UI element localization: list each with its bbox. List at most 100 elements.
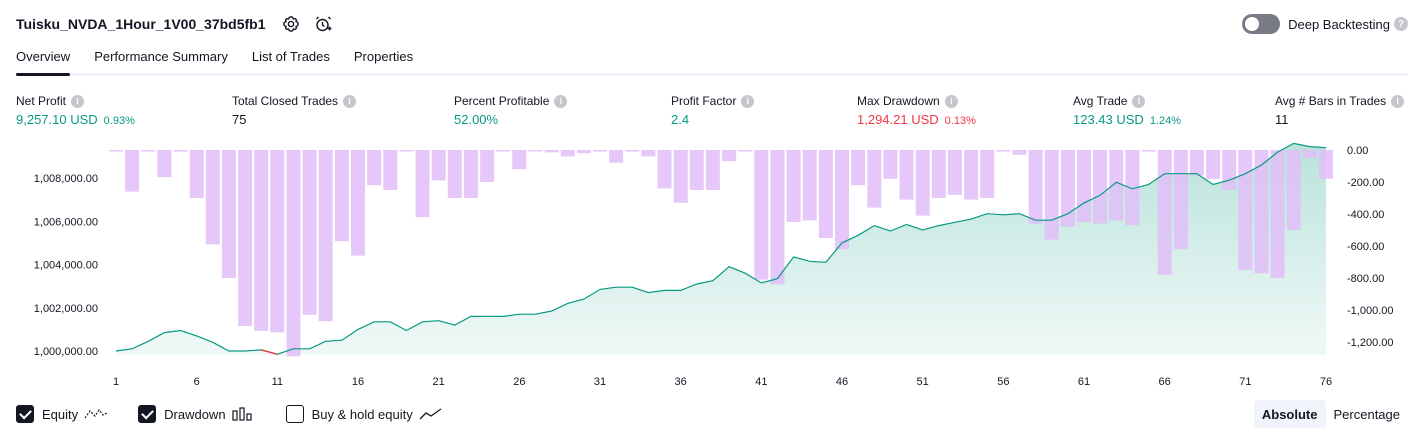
drawdown-bar xyxy=(254,150,268,331)
metric-net-profit: Net Profit i 9,257.10 USD 0.93% xyxy=(16,92,135,127)
metric-profit-factor: Profit Factor i 2.4 xyxy=(671,92,754,127)
drawdown-bar xyxy=(238,150,252,326)
equity-checkbox[interactable] xyxy=(16,405,34,423)
drawdown-bar xyxy=(996,150,1010,152)
drawdown-bar xyxy=(1174,150,1188,249)
drawdown-bar xyxy=(545,150,559,152)
equity-label: Equity xyxy=(42,407,78,422)
metric-avg-trade: Avg Trade i 123.43 USD 1.24% xyxy=(1073,92,1181,127)
drawdown-bar xyxy=(125,150,139,192)
drawdown-bar xyxy=(625,150,639,152)
deep-backtesting: Deep Backtesting ? xyxy=(1242,12,1408,36)
drawdown-bar xyxy=(383,150,397,190)
drawdown-bar xyxy=(690,150,704,190)
x-tick-label: 36 xyxy=(675,376,687,388)
y-right-tick-label: -800.00 xyxy=(1347,273,1384,285)
drawdown-bar xyxy=(399,150,413,152)
info-icon[interactable]: i xyxy=(71,95,84,108)
metric-percent: 1.24% xyxy=(1150,115,1181,127)
drawdown-bar xyxy=(609,150,623,163)
drawdown-bar xyxy=(593,150,607,152)
drawdown-bar xyxy=(448,150,462,198)
metric-value: 75 xyxy=(232,112,246,127)
strategy-header: Tuisku_NVDA_1Hour_1V00_37bd5fb1 xyxy=(16,12,334,36)
drawdown-bar xyxy=(432,150,446,180)
drawdown-bar xyxy=(109,150,123,152)
drawdown-bar xyxy=(1271,150,1285,278)
drawdown-bar xyxy=(851,150,865,185)
drawdown-bar xyxy=(658,150,672,188)
drawdown-bar xyxy=(416,150,430,217)
metric-label: Avg # Bars in Trades xyxy=(1275,94,1386,108)
metric-label: Max Drawdown xyxy=(857,94,940,108)
drawdown-bar xyxy=(1206,150,1220,179)
buy-hold-checkbox[interactable] xyxy=(286,405,304,423)
legend-equity[interactable]: Equity xyxy=(16,405,108,423)
drawdown-checkbox[interactable] xyxy=(138,405,156,423)
info-icon[interactable]: i xyxy=(554,95,567,108)
drawdown-bar xyxy=(771,150,785,284)
y-right-tick-label: -1,200.00 xyxy=(1347,337,1393,349)
metric-label: Avg Trade xyxy=(1073,94,1127,108)
x-tick-label: 76 xyxy=(1320,376,1332,388)
y-right-tick-label: -1,000.00 xyxy=(1347,305,1393,317)
metric-value: 1,294.21 USD xyxy=(857,112,939,127)
metric-value: 2.4 xyxy=(671,112,689,127)
tab-bar: Overview Performance Summary List of Tra… xyxy=(16,46,437,76)
drawdown-bar xyxy=(319,150,333,321)
help-icon[interactable]: ? xyxy=(1394,17,1408,31)
y-left-tick-label: 1,002,000.00 xyxy=(34,303,98,315)
drawdown-bar xyxy=(351,150,365,256)
x-tick-label: 1 xyxy=(113,376,119,388)
drawdown-bar xyxy=(787,150,801,222)
drawdown-bar xyxy=(1109,150,1123,220)
drawdown-bar xyxy=(738,150,752,152)
info-icon[interactable]: i xyxy=(1132,95,1145,108)
buy-hold-line-icon xyxy=(419,406,443,422)
equity-line-icon xyxy=(84,406,108,422)
drawdown-bar xyxy=(900,150,914,200)
drawdown-bar xyxy=(835,150,849,249)
drawdown-bar xyxy=(512,150,526,169)
drawdown-bar xyxy=(867,150,881,208)
drawdown-bar xyxy=(819,150,833,238)
drawdown-bar xyxy=(1013,150,1027,155)
drawdown-bar xyxy=(141,150,155,152)
drawdown-bar xyxy=(641,150,655,156)
legend-buy-hold-equity[interactable]: Buy & hold equity xyxy=(286,405,443,423)
info-icon[interactable]: i xyxy=(741,95,754,108)
legend-drawdown[interactable]: Drawdown xyxy=(138,405,255,423)
drawdown-bar xyxy=(1190,150,1204,176)
drawdown-label: Drawdown xyxy=(164,407,225,422)
tab-performance-summary[interactable]: Performance Summary xyxy=(94,46,228,76)
metric-value: 9,257.10 USD xyxy=(16,112,98,127)
x-tick-label: 16 xyxy=(352,376,364,388)
drawdown-bar xyxy=(287,150,301,356)
drawdown-bar xyxy=(1077,150,1091,222)
info-icon[interactable]: i xyxy=(1391,95,1404,108)
equity-drawdown-chart[interactable]: 1,000,000.00 1,002,000.00 1,004,000.00 1,00… xyxy=(0,140,1424,396)
metric-percent: 0.13% xyxy=(945,115,976,127)
percentage-button[interactable]: Percentage xyxy=(1326,400,1409,428)
x-tick-label: 51 xyxy=(917,376,929,388)
alarm-clock-add-icon[interactable] xyxy=(312,13,334,35)
metric-value: 52.00% xyxy=(454,112,498,127)
x-tick-label: 41 xyxy=(755,376,767,388)
drawdown-bar xyxy=(883,150,897,179)
metric-percent-profitable: Percent Profitable i 52.00% xyxy=(454,92,567,127)
drawdown-bar xyxy=(803,150,817,220)
info-icon[interactable]: i xyxy=(945,95,958,108)
tab-list-of-trades[interactable]: List of Trades xyxy=(252,46,330,76)
info-icon[interactable]: i xyxy=(343,95,356,108)
tab-properties[interactable]: Properties xyxy=(354,46,413,76)
tab-overview[interactable]: Overview xyxy=(16,46,70,76)
deep-backtesting-toggle[interactable] xyxy=(1242,14,1280,34)
metric-label: Profit Factor xyxy=(671,94,736,108)
metric-label: Total Closed Trades xyxy=(232,94,338,108)
drawdown-bar xyxy=(496,150,510,152)
metric-value: 123.43 USD xyxy=(1073,112,1144,127)
absolute-button[interactable]: Absolute xyxy=(1254,400,1326,428)
drawdown-bar xyxy=(190,150,204,198)
gear-icon[interactable] xyxy=(280,13,302,35)
metric-label: Net Profit xyxy=(16,94,66,108)
